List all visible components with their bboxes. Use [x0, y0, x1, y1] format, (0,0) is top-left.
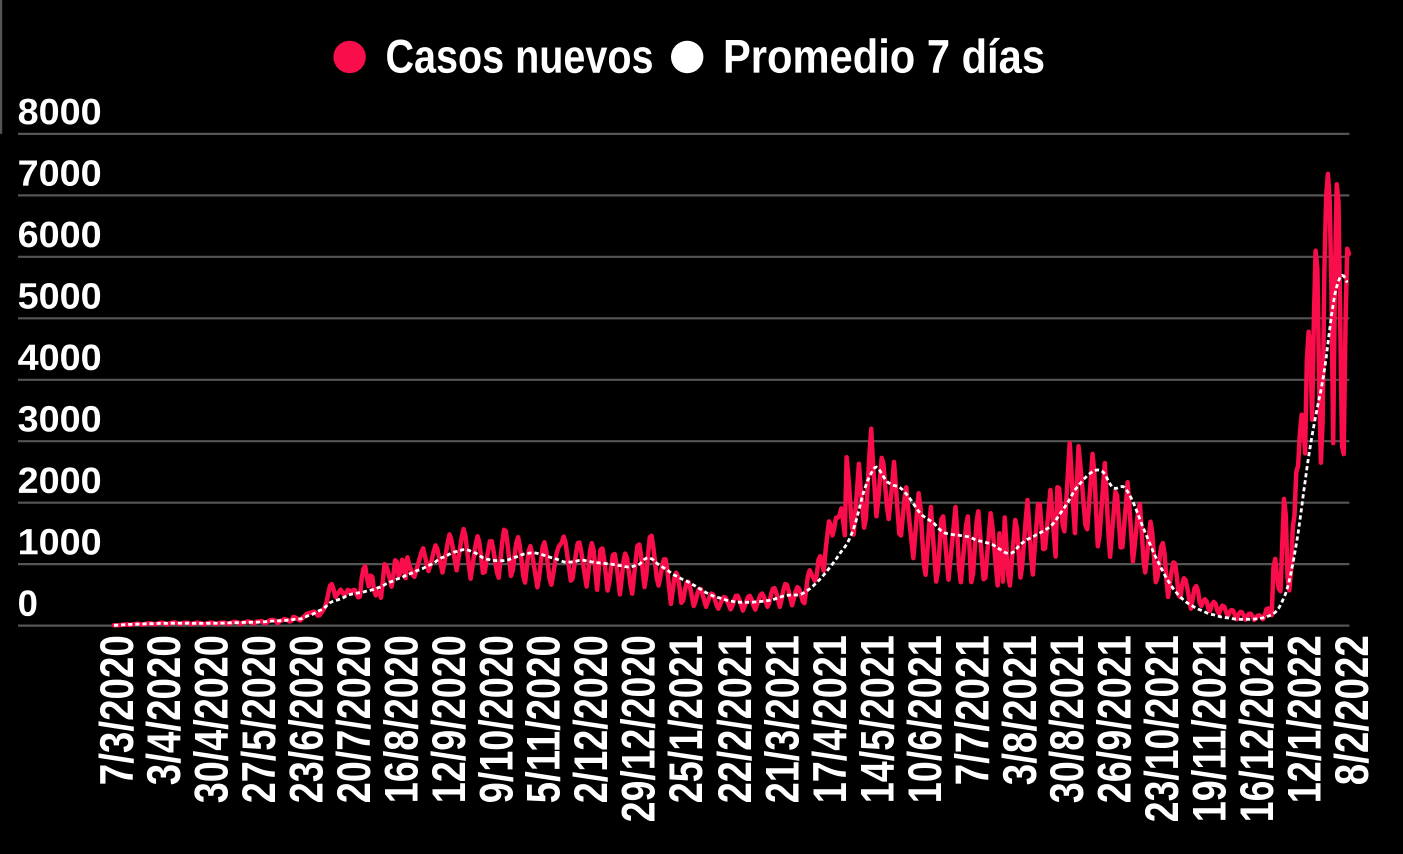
svg-text:3/8/2021: 3/8/2021	[994, 635, 1047, 785]
svg-text:26/9/2021: 26/9/2021	[1089, 635, 1142, 803]
svg-text:1000: 1000	[18, 521, 102, 562]
svg-text:0: 0	[18, 583, 38, 624]
svg-text:9/10/2020: 9/10/2020	[470, 635, 523, 803]
svg-text:23/6/2020: 23/6/2020	[281, 635, 334, 803]
svg-text:25/1/2021: 25/1/2021	[660, 635, 713, 803]
svg-text:16/12/2021: 16/12/2021	[1231, 635, 1284, 822]
svg-text:2/12/2020: 2/12/2020	[565, 635, 618, 803]
svg-text:14/5/2021: 14/5/2021	[852, 635, 905, 803]
svg-text:12/9/2020: 12/9/2020	[423, 635, 476, 803]
svg-text:20/7/2020: 20/7/2020	[328, 635, 381, 803]
svg-text:19/11/2021: 19/11/2021	[1184, 635, 1237, 822]
svg-text:12/1/2022: 12/1/2022	[1278, 635, 1331, 803]
svg-text:Casos nuevos: Casos nuevos	[385, 31, 653, 84]
svg-text:Promedio 7 días: Promedio 7 días	[723, 31, 1045, 84]
svg-text:2000: 2000	[18, 460, 102, 501]
svg-text:22/2/2021: 22/2/2021	[709, 635, 762, 803]
svg-text:3/4/2020: 3/4/2020	[138, 635, 191, 785]
svg-text:7/7/2021: 7/7/2021	[946, 635, 999, 785]
svg-text:5/11/2020: 5/11/2020	[518, 635, 571, 803]
svg-text:17/4/2021: 17/4/2021	[804, 635, 857, 803]
svg-text:6000: 6000	[18, 214, 102, 255]
svg-text:27/5/2020: 27/5/2020	[233, 635, 286, 803]
svg-text:7000: 7000	[18, 153, 102, 194]
svg-text:16/8/2020: 16/8/2020	[375, 635, 428, 803]
svg-text:8000: 8000	[18, 91, 102, 132]
svg-text:30/4/2020: 30/4/2020	[186, 635, 239, 803]
svg-text:7/3/2020: 7/3/2020	[91, 635, 144, 785]
svg-text:23/10/2021: 23/10/2021	[1136, 635, 1189, 822]
svg-text:30/8/2021: 30/8/2021	[1041, 635, 1094, 803]
svg-text:10/6/2021: 10/6/2021	[899, 635, 952, 803]
svg-text:29/12/2020: 29/12/2020	[613, 635, 666, 822]
svg-text:21/3/2021: 21/3/2021	[757, 635, 810, 803]
svg-text:8/2/2022: 8/2/2022	[1326, 635, 1379, 785]
svg-text:4000: 4000	[18, 337, 102, 378]
svg-text:3000: 3000	[18, 398, 102, 439]
svg-text:5000: 5000	[18, 276, 102, 317]
